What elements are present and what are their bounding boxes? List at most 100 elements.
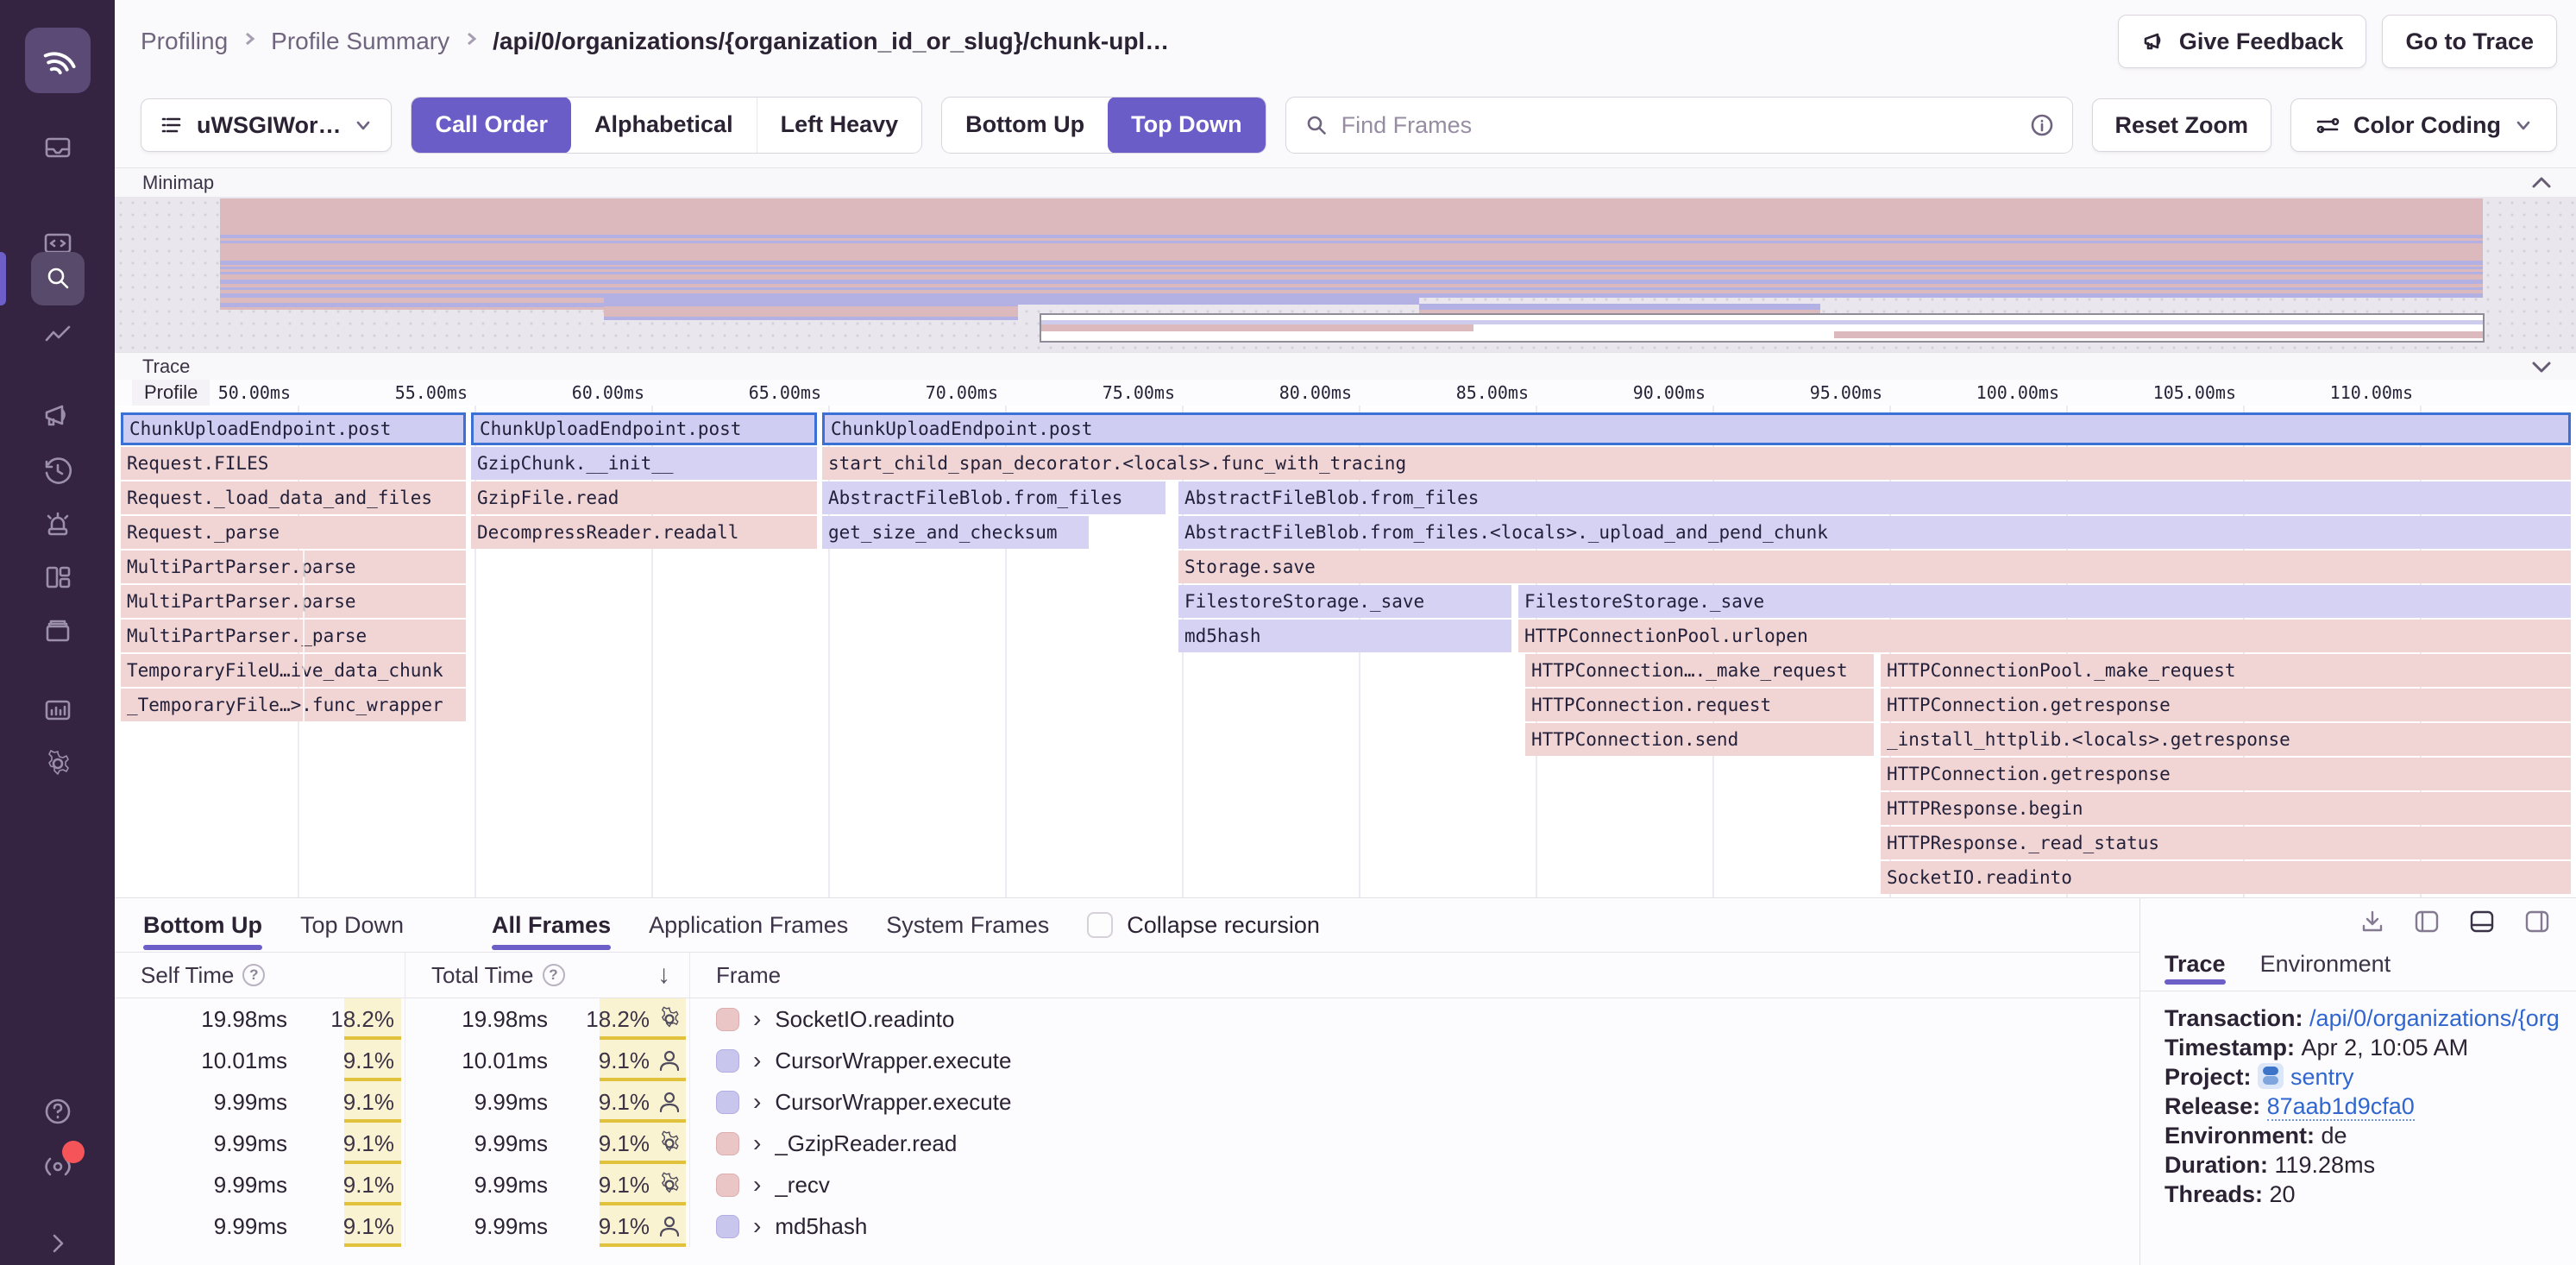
breadcrumb-profiling[interactable]: Profiling bbox=[141, 28, 229, 54]
tab-environment[interactable]: Environment bbox=[2259, 951, 2391, 977]
download-icon[interactable] bbox=[2359, 908, 2386, 935]
tab-top-down[interactable]: Top Down bbox=[299, 912, 405, 938]
sort-descending-icon[interactable]: ↓ bbox=[657, 960, 670, 989]
tab-all-frames[interactable]: All Frames bbox=[492, 898, 612, 952]
expand-row-icon[interactable]: › bbox=[753, 1130, 762, 1156]
flame-frame[interactable]: Request._parse bbox=[121, 516, 466, 549]
give-feedback-button[interactable]: Give Feedback bbox=[2117, 15, 2367, 68]
frame-cell[interactable]: › CursorWrapper.execute bbox=[690, 1040, 2139, 1081]
detail-field-value[interactable]: /api/0/organizations/{organ… bbox=[2309, 1005, 2559, 1031]
sidebar-item-replays[interactable] bbox=[0, 454, 115, 487]
tab-application-frames[interactable]: Application Frames bbox=[649, 912, 849, 938]
sidebar-item-settings[interactable] bbox=[0, 747, 115, 780]
flame-frame[interactable]: FilestoreStorage._save bbox=[1518, 585, 2571, 618]
sidebar-item-alerts[interactable] bbox=[0, 507, 115, 542]
flame-frame[interactable]: FilestoreStorage._save bbox=[1178, 585, 1511, 618]
flame-frame[interactable]: Storage.save bbox=[1178, 551, 2571, 583]
collapse-recursion-checkbox[interactable] bbox=[1087, 912, 1114, 938]
direction-bottom-up[interactable]: Bottom Up bbox=[965, 111, 1085, 137]
sidebar-item-issues[interactable] bbox=[0, 131, 115, 164]
flame-frame[interactable]: AbstractFileBlob.from_files bbox=[1178, 481, 2571, 514]
flame-frame[interactable]: HTTPConnection…._make_request bbox=[1525, 654, 1874, 687]
table-row[interactable]: 10.01ms 9.1% 10.01ms 9.1% › CursorWrapper.exe… bbox=[115, 1040, 2139, 1081]
flame-frame[interactable]: start_child_span_decorator.<locals>.func… bbox=[822, 447, 2571, 480]
flame-frame[interactable]: SocketIO.readinto bbox=[1881, 861, 2571, 894]
expand-row-icon[interactable]: › bbox=[753, 1047, 762, 1073]
help-icon[interactable]: ? bbox=[542, 964, 565, 986]
flame-frame[interactable]: HTTPConnection.send bbox=[1525, 723, 1874, 756]
total-time-header[interactable]: Total Time? ↓ bbox=[405, 953, 690, 998]
flame-frame[interactable]: ChunkUploadEndpoint.post bbox=[121, 412, 466, 445]
sort-call-order[interactable]: Call Order bbox=[412, 98, 572, 153]
layout-left-icon[interactable] bbox=[2412, 908, 2441, 935]
flame-frame[interactable]: Request.FILES bbox=[121, 447, 466, 480]
sentry-logo[interactable] bbox=[0, 28, 115, 93]
flame-frame[interactable]: HTTPResponse._read_status bbox=[1881, 827, 2571, 859]
table-row[interactable]: 19.98ms 18.2% 19.98ms 18.2% › SocketIO.readin… bbox=[115, 998, 2139, 1040]
flame-frame[interactable]: MultiPartParser.parse bbox=[121, 585, 466, 618]
flame-frame[interactable]: ChunkUploadEndpoint.post bbox=[471, 412, 817, 445]
flame-frame[interactable]: HTTPConnectionPool._make_request bbox=[1881, 654, 2571, 687]
flamegraph[interactable]: ChunkUploadEndpoint.post ChunkUploadEndpo… bbox=[115, 406, 2576, 897]
frame-cell[interactable]: › _recv bbox=[690, 1164, 2139, 1205]
flame-frame[interactable]: _install_httplib.<locals>.getresponse bbox=[1881, 723, 2571, 756]
table-row[interactable]: 9.99ms 9.1% 9.99ms 9.1% › CursorWrapper.execu… bbox=[115, 1081, 2139, 1123]
flame-frame[interactable]: _TemporaryFile…>.func_wrapper bbox=[121, 689, 466, 721]
flame-frame[interactable]: MultiPartParser._parse bbox=[121, 620, 466, 652]
go-to-trace-button[interactable]: Go to Trace bbox=[2382, 15, 2557, 68]
direction-top-down[interactable]: Top Down bbox=[1108, 98, 1266, 153]
layout-right-icon[interactable] bbox=[2523, 908, 2552, 935]
layout-bottom-icon[interactable] bbox=[2467, 908, 2497, 935]
self-time-header[interactable]: Self Time? bbox=[115, 953, 405, 998]
thread-selector-dropdown[interactable]: uWSGIWor… bbox=[141, 98, 393, 152]
minimap-viewport[interactable] bbox=[1040, 313, 2485, 343]
flame-frame[interactable]: HTTPConnection.getresponse bbox=[1881, 758, 2571, 790]
sidebar-item-releases[interactable] bbox=[0, 614, 115, 647]
tab-trace[interactable]: Trace bbox=[2164, 945, 2226, 985]
collapse-trace-icon[interactable] bbox=[2529, 357, 2554, 376]
sidebar-item-insights[interactable] bbox=[0, 319, 115, 352]
minimap-canvas[interactable] bbox=[115, 197, 2576, 352]
flame-frame[interactable]: HTTPConnection.request bbox=[1525, 689, 1874, 721]
sidebar-item-help[interactable] bbox=[0, 1094, 115, 1129]
flame-frame[interactable]: get_size_and_checksum bbox=[822, 516, 1089, 549]
expand-row-icon[interactable]: › bbox=[753, 1005, 762, 1032]
frame-cell[interactable]: › _GzipReader.read bbox=[690, 1123, 2139, 1164]
flame-frame[interactable]: AbstractFileBlob.from_files bbox=[822, 481, 1165, 514]
info-icon[interactable] bbox=[2029, 112, 2055, 138]
breadcrumb-profile-summary[interactable]: Profile Summary bbox=[271, 28, 450, 54]
flame-frame[interactable]: HTTPConnectionPool.urlopen bbox=[1518, 620, 2571, 652]
find-frames-input[interactable] bbox=[1341, 111, 2017, 139]
detail-field-value[interactable]: 87aab1d9cfa0 bbox=[2266, 1093, 2415, 1121]
tab-bottom-up[interactable]: Bottom Up bbox=[143, 898, 262, 952]
flame-frame[interactable]: md5hash bbox=[1178, 620, 1511, 652]
sidebar-item-dashboards[interactable] bbox=[0, 561, 115, 594]
sidebar-item-feedback[interactable] bbox=[0, 399, 115, 433]
sidebar-item-explore[interactable] bbox=[0, 252, 115, 305]
frame-cell[interactable]: › CursorWrapper.execute bbox=[690, 1081, 2139, 1123]
flame-frame[interactable]: GzipChunk.__init__ bbox=[471, 447, 817, 480]
frame-cell[interactable]: › SocketIO.readinto bbox=[690, 998, 2139, 1040]
flame-frame[interactable]: HTTPResponse.begin bbox=[1881, 792, 2571, 825]
sort-left-heavy[interactable]: Left Heavy bbox=[756, 98, 922, 153]
sidebar-item-stats[interactable] bbox=[0, 694, 115, 727]
color-coding-dropdown[interactable]: Color Coding bbox=[2290, 98, 2557, 152]
expand-row-icon[interactable]: › bbox=[753, 1212, 762, 1239]
frame-header[interactable]: Frame bbox=[716, 961, 782, 988]
flame-frame[interactable]: TemporaryFileU…ive_data_chunk bbox=[121, 654, 466, 687]
table-row[interactable]: 9.99ms 9.1% 9.99ms 9.1% › md5hash bbox=[115, 1205, 2139, 1247]
sidebar-item-whats-new[interactable] bbox=[0, 1141, 115, 1182]
collapse-minimap-icon[interactable] bbox=[2529, 173, 2554, 192]
flame-frame[interactable]: HTTPConnection.getresponse bbox=[1881, 689, 2571, 721]
table-row[interactable]: 9.99ms 9.1% 9.99ms 9.1% › _GzipReader.read bbox=[115, 1123, 2139, 1164]
collapse-recursion-toggle[interactable]: Collapse recursion bbox=[1087, 912, 1320, 939]
flame-frame[interactable]: MultiPartParser.parse bbox=[121, 551, 466, 583]
frame-cell[interactable]: › md5hash bbox=[690, 1205, 2139, 1247]
table-row[interactable]: 9.99ms 9.1% 9.99ms 9.1% › _recv bbox=[115, 1164, 2139, 1205]
flame-frame[interactable]: GzipFile.read bbox=[471, 481, 817, 514]
flame-frame[interactable]: DecompressReader.readall bbox=[471, 516, 817, 549]
sort-alphabetical[interactable]: Alphabetical bbox=[594, 111, 733, 137]
expand-row-icon[interactable]: › bbox=[753, 1171, 762, 1198]
sidebar-expand-button[interactable] bbox=[0, 1229, 115, 1258]
flame-frame[interactable]: AbstractFileBlob.from_files.<locals>._up… bbox=[1178, 516, 2571, 549]
